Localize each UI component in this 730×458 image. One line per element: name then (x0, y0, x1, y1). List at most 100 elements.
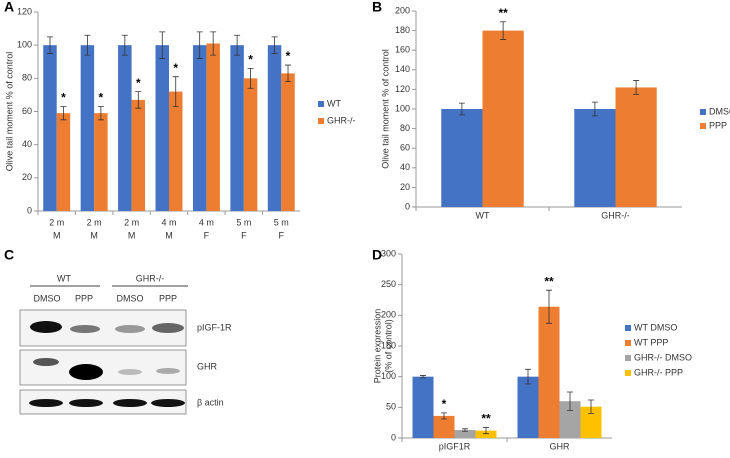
significance: ** (498, 6, 508, 20)
x-tick-label: F (241, 230, 247, 240)
lane-label: DMSO (117, 293, 144, 303)
bar (206, 43, 220, 212)
bar (169, 91, 183, 211)
bar (281, 73, 295, 211)
band (152, 323, 184, 333)
bar (454, 430, 476, 438)
blot-panel: C WT GHR-/- DMSO PPP DMSO PPP pIGF-1R GH… (4, 247, 232, 415)
y-axis-label: (% of control) (383, 319, 393, 373)
bar (56, 113, 71, 211)
group-label: WT (57, 273, 71, 283)
bar (441, 109, 483, 207)
y-tick-label: 200 (381, 310, 396, 320)
band (156, 368, 180, 374)
x-tick-label: WT (476, 210, 490, 220)
lane-label: PPP (75, 293, 93, 303)
y-axis-label: Olive tail moment % of control (4, 52, 14, 172)
bar (482, 30, 524, 207)
error-bar (500, 21, 507, 40)
y-axis-label: Protein expression (372, 309, 382, 384)
significance: * (248, 53, 253, 67)
band (33, 358, 59, 366)
blot-strip (19, 349, 187, 386)
x-tick-label: 2 m (87, 217, 102, 227)
legend-label: PPP (709, 120, 727, 130)
legend-swatch (625, 355, 631, 361)
x-tick-label: pIGF1R (439, 441, 471, 451)
x-tick-label: 5 m (274, 217, 289, 227)
bar (559, 401, 581, 438)
y-tick-label: 0 (405, 201, 410, 211)
bar (517, 376, 539, 438)
error-bar (271, 36, 278, 54)
significance: ** (481, 412, 491, 426)
error-bar (196, 31, 203, 59)
y-tick-label: 180 (395, 25, 410, 35)
error-bar (633, 80, 640, 95)
panel-label: B (372, 0, 382, 15)
legend-swatch (625, 325, 631, 331)
significance: * (442, 397, 447, 411)
error-bar (84, 34, 91, 56)
x-tick-label: 2 m (124, 217, 139, 227)
legend-swatch (318, 101, 324, 107)
significance: * (99, 91, 104, 105)
x-tick-label: GHR-/- (601, 210, 630, 220)
bar (230, 45, 244, 211)
error-bar (546, 289, 552, 324)
bar (94, 113, 108, 211)
bar (267, 45, 282, 211)
error-bar (46, 36, 53, 54)
legend-swatch (625, 370, 631, 376)
y-tick-label: 100 (381, 371, 396, 381)
bar (412, 376, 434, 438)
x-tick-label: F (279, 230, 285, 240)
error-bar (588, 399, 594, 414)
band (151, 399, 185, 407)
error-bar (172, 76, 179, 107)
panel-label: A (4, 0, 14, 15)
legend-swatch (625, 340, 631, 346)
bar (243, 78, 258, 211)
y-tick-label: 60 (22, 106, 32, 116)
y-axis-label: Olive tail moment % of control (380, 49, 390, 169)
bar (155, 45, 169, 211)
band (29, 399, 63, 407)
x-tick-label: M (53, 230, 61, 240)
legend-swatch (700, 109, 706, 115)
y-tick-label: 150 (381, 340, 396, 350)
y-tick-label: 50 (386, 402, 396, 412)
legend-label: WT PPP (634, 337, 668, 347)
y-tick-label: 200 (395, 5, 410, 15)
legend-label: DMSO (709, 106, 730, 116)
bar (131, 99, 146, 211)
error-bar (159, 31, 166, 59)
error-bar (135, 91, 142, 109)
error-bar (60, 106, 67, 121)
row-label: GHR (197, 361, 218, 371)
y-tick-label: 80 (22, 73, 32, 83)
y-tick-label: 120 (17, 6, 32, 16)
bar (80, 45, 95, 211)
error-bar (234, 34, 241, 56)
significance: * (136, 76, 141, 90)
group-label: GHR-/- (136, 273, 165, 283)
panel-label: D (372, 247, 382, 263)
y-tick-label: 20 (22, 172, 32, 182)
x-tick-label: GHR (550, 441, 571, 451)
band (70, 325, 100, 333)
y-tick-label: 80 (400, 123, 410, 133)
legend-label: GHR-/- DMSO (634, 352, 692, 362)
y-tick-label: 60 (400, 143, 410, 153)
x-tick-label: M (165, 230, 173, 240)
band (118, 369, 142, 375)
error-bar (483, 427, 489, 435)
y-tick-label: 40 (400, 162, 410, 172)
error-bar (210, 31, 217, 56)
legend-label: GHR-/- (327, 115, 356, 125)
band (115, 325, 145, 333)
x-tick-label: M (90, 230, 98, 240)
row-label: pIGF-1R (197, 322, 232, 332)
legend-label: WT (327, 98, 341, 108)
